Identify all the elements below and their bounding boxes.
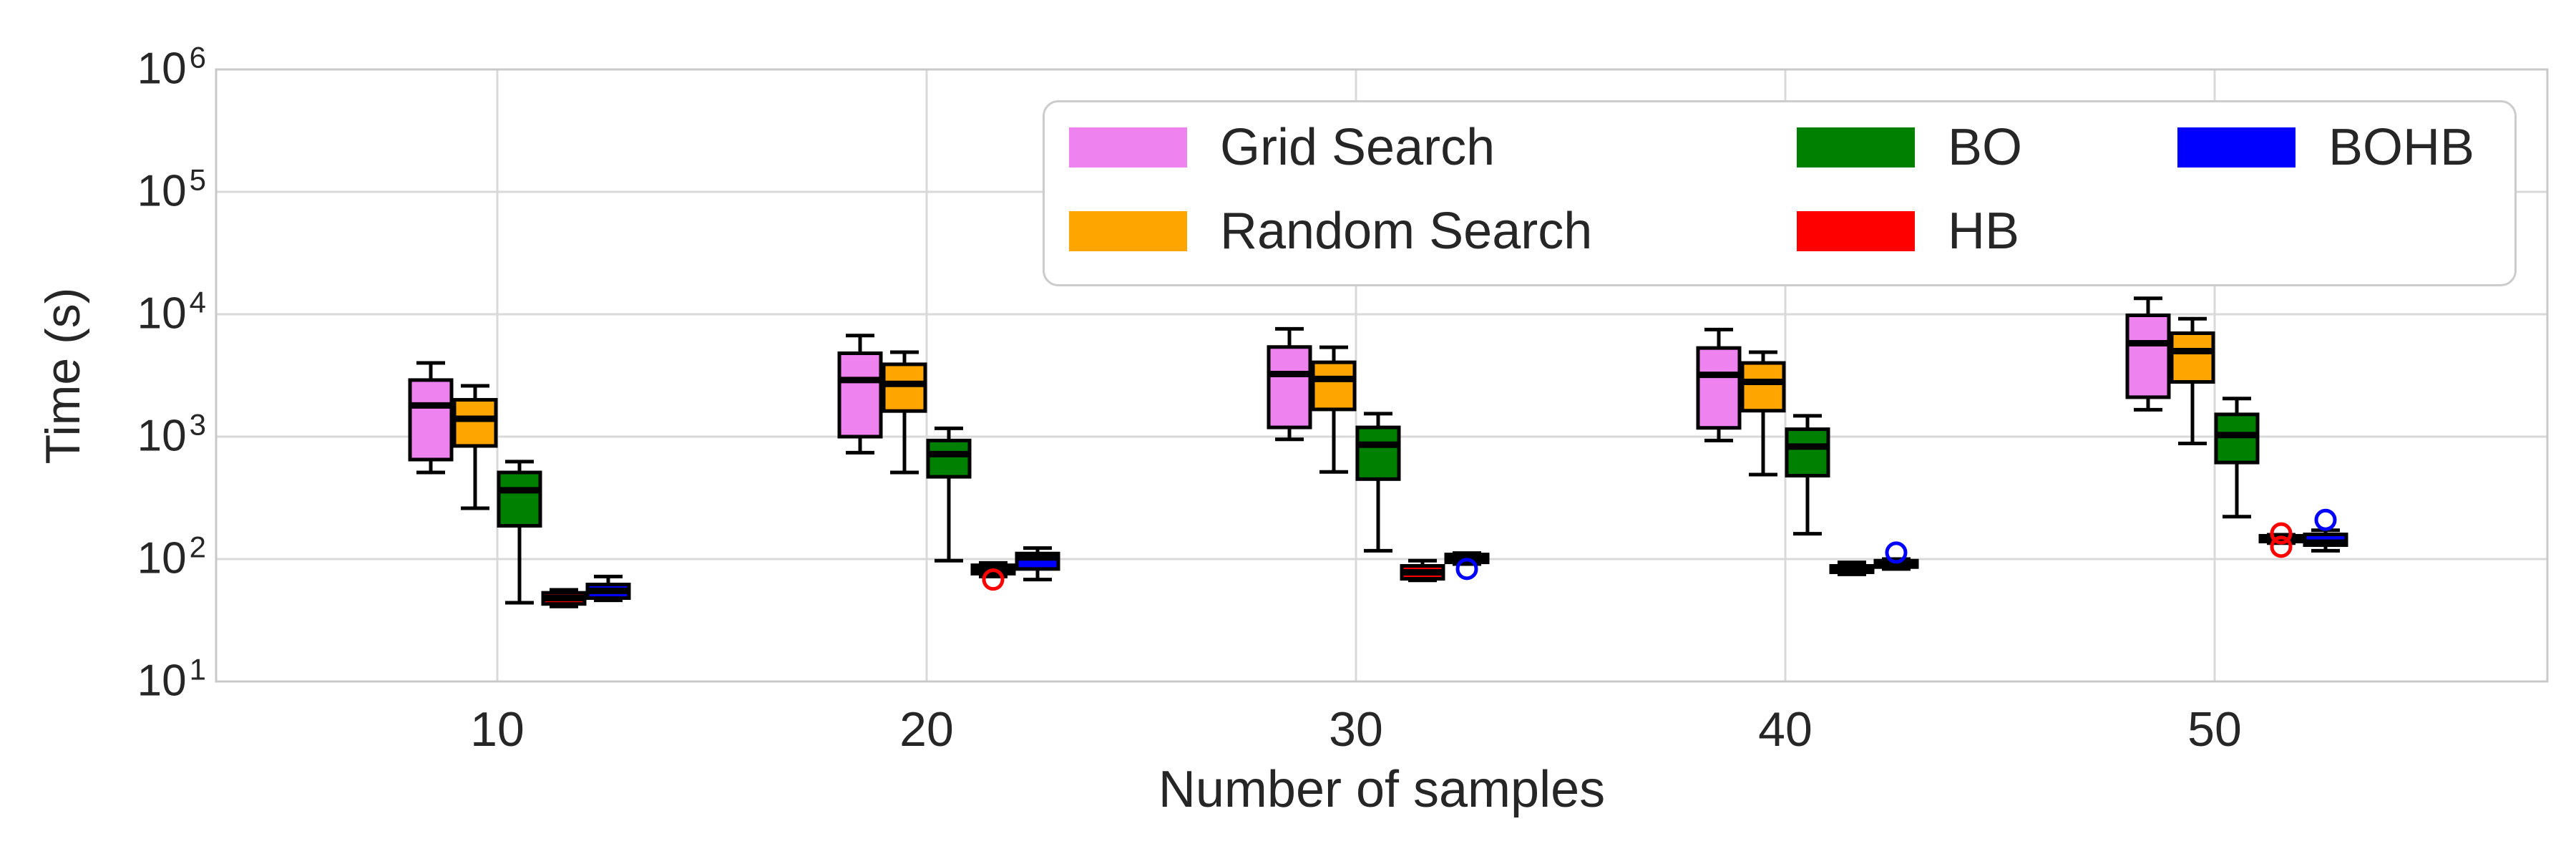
y-tick-label-10e3: 103 (137, 407, 206, 461)
box-grid-search-10 (408, 361, 454, 475)
y-tick-label-10e6: 106 (137, 40, 206, 94)
outlier-marker (1455, 558, 1478, 581)
axes-spines (215, 68, 2549, 683)
iqr-box (2125, 314, 2171, 399)
legend-swatch-hb (1797, 211, 1915, 251)
series-hb (541, 522, 2304, 608)
box-random-search-20 (882, 350, 927, 475)
x-axis-label: Number of samples (1158, 761, 1606, 818)
series-bo (497, 397, 2260, 605)
legend-swatch-grid-search (1069, 127, 1187, 168)
iqr-box (1785, 427, 1830, 478)
box-bo-10 (497, 460, 542, 605)
box-hb-20 (970, 560, 1016, 591)
box-bo-30 (1355, 412, 1401, 553)
iqr-box (1740, 361, 1786, 413)
box-bohb-50 (2303, 508, 2348, 553)
iqr-box (882, 362, 927, 413)
iqr-box (1696, 346, 1742, 430)
x-tick-label-20: 20 (899, 702, 954, 757)
box-grid-search-40 (1696, 327, 1742, 442)
iqr-box (926, 438, 972, 479)
legend-swatch-bohb (2177, 127, 2296, 168)
legend-label-bo: BO (1948, 119, 2023, 176)
box-bohb-20 (1015, 546, 1060, 582)
box-bohb-40 (1873, 541, 1919, 571)
box-grid-search-30 (1267, 326, 1312, 442)
outlier-marker (2270, 522, 2293, 545)
legend-entry-bohb: BOHB (2177, 108, 2474, 187)
box-hb-50 (2258, 522, 2304, 558)
outlier-marker (1885, 541, 1908, 564)
legend-swatch-random-search (1069, 211, 1187, 251)
y-tick-label-10e4: 104 (137, 285, 206, 339)
iqr-box (2214, 412, 2260, 465)
legend-entry-hb: HB (1797, 192, 2019, 271)
box-random-search-30 (1311, 345, 1357, 474)
y-tick-label-10e5: 105 (137, 162, 206, 216)
legend-swatch-bo (1797, 127, 1915, 168)
legend-entry-bo: BO (1797, 108, 2022, 187)
outlier-marker (2270, 535, 2293, 558)
iqr-box (2170, 331, 2215, 384)
box-hb-30 (1400, 558, 1445, 583)
y-tick-label-10e2: 102 (137, 530, 206, 583)
iqr-box (497, 470, 542, 528)
box-grid-search-20 (837, 334, 883, 455)
box-hb-10 (541, 588, 587, 608)
series-bohb (585, 508, 2348, 603)
x-tick-label-30: 30 (1329, 702, 1383, 757)
legend-label-hb: HB (1948, 203, 2020, 260)
box-random-search-40 (1740, 350, 1786, 477)
box-bo-20 (926, 426, 972, 563)
iqr-box (1355, 425, 1401, 481)
iqr-box (837, 351, 883, 439)
legend-label-grid-search: Grid Search (1220, 119, 1496, 176)
series-grid-search (408, 296, 2171, 475)
box-random-search-50 (2170, 316, 2215, 445)
x-tick-label-50: 50 (2187, 702, 2242, 757)
outlier-marker (2314, 508, 2337, 531)
legend-label-bohb: BOHB (2328, 119, 2475, 176)
outlier-marker (982, 568, 1005, 591)
y-tick-label-10e1: 101 (137, 652, 206, 706)
box-bo-40 (1785, 414, 1830, 536)
iqr-box (408, 378, 454, 462)
box-bohb-30 (1444, 551, 1490, 581)
x-tick-label-40: 40 (1758, 702, 1813, 757)
iqr-box (1267, 345, 1312, 430)
legend-entry-grid-search: Grid Search (1069, 108, 1495, 187)
box-random-search-10 (452, 384, 498, 510)
box-grid-search-50 (2125, 296, 2171, 412)
series-random-search (452, 316, 2215, 510)
iqr-box (1311, 360, 1357, 412)
x-tick-label-10: 10 (470, 702, 525, 757)
box-bo-50 (2214, 397, 2260, 519)
legend-entry-random-search: Random Search (1069, 192, 1592, 271)
box-bohb-10 (585, 574, 631, 603)
iqr-box (452, 398, 498, 448)
legend: Grid Search BO BOHB Random Search HB (1043, 100, 2517, 286)
legend-label-random-search: Random Search (1220, 203, 1593, 260)
box-hb-40 (1829, 560, 1875, 576)
